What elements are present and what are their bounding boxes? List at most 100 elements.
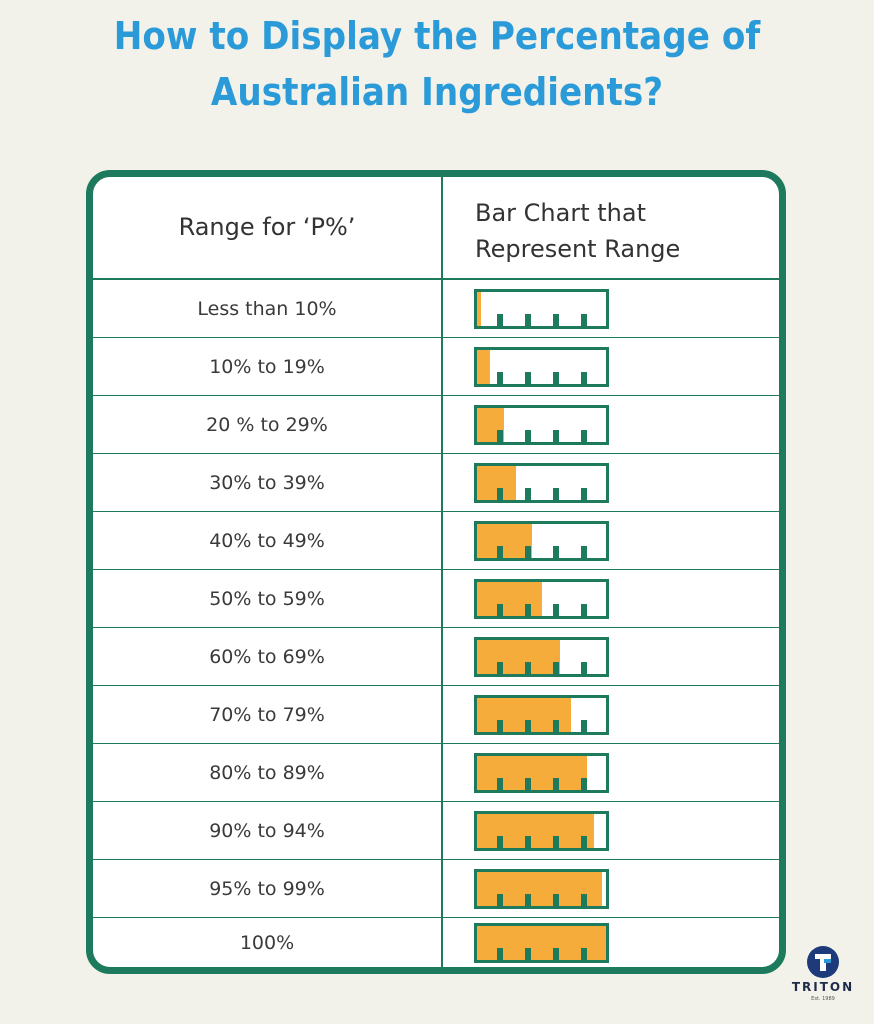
bar-tick — [581, 778, 587, 790]
percentage-bar — [474, 521, 609, 561]
bar-tick — [497, 314, 503, 326]
percentage-bar — [474, 923, 609, 963]
range-table: Range for ‘P%’ Bar Chart that Represent … — [86, 170, 786, 974]
bar-tick — [581, 894, 587, 906]
bar-tick — [525, 662, 531, 674]
percentage-bar — [474, 463, 609, 503]
bar-tick — [525, 546, 531, 558]
percentage-bar — [474, 811, 609, 851]
range-label: 40% to 49% — [209, 529, 325, 552]
table-row: 95% to 99% — [93, 860, 779, 918]
bar-tick — [553, 836, 559, 848]
bar-fill — [477, 524, 532, 558]
bar-tick — [497, 894, 503, 906]
bar-tick — [497, 720, 503, 732]
bar-fill — [477, 814, 594, 848]
range-label: 50% to 59% — [209, 587, 325, 610]
bar-tick — [525, 488, 531, 500]
bar-tick — [553, 720, 559, 732]
range-label: 30% to 39% — [209, 471, 325, 494]
range-label: Less than 10% — [197, 297, 337, 320]
title-line-2: Australian Ingredients? — [210, 70, 664, 114]
bar-tick — [525, 948, 531, 960]
column-divider — [441, 177, 443, 967]
bar-tick — [497, 948, 503, 960]
bar-tick — [525, 604, 531, 616]
title-line-1: How to Display the Percentage of — [113, 14, 761, 58]
table-row: 10% to 19% — [93, 338, 779, 396]
table-row: 50% to 59% — [93, 570, 779, 628]
bar-tick — [497, 546, 503, 558]
percentage-bar — [474, 753, 609, 793]
bar-fill — [477, 466, 516, 500]
bar-tick — [497, 430, 503, 442]
percentage-bar — [474, 289, 609, 329]
header-bar-chart: Bar Chart that Represent Range — [475, 195, 680, 267]
header-range: Range for ‘P%’ — [178, 213, 356, 241]
bar-tick — [553, 546, 559, 558]
bar-tick — [581, 372, 587, 384]
table-row: 90% to 94% — [93, 802, 779, 860]
range-label: 70% to 79% — [209, 703, 325, 726]
table-row: 70% to 79% — [93, 686, 779, 744]
bar-tick — [581, 836, 587, 848]
header-bar-line-1: Bar Chart that — [475, 199, 646, 227]
percentage-bar — [474, 695, 609, 735]
bar-tick — [553, 894, 559, 906]
bar-tick — [525, 894, 531, 906]
bar-tick — [497, 488, 503, 500]
bar-tick — [581, 604, 587, 616]
bar-tick — [497, 778, 503, 790]
table-row: 20 % to 29% — [93, 396, 779, 454]
bar-tick — [581, 314, 587, 326]
table-row: 80% to 89% — [93, 744, 779, 802]
percentage-bar — [474, 579, 609, 619]
range-label: 95% to 99% — [209, 877, 325, 900]
range-label: 90% to 94% — [209, 819, 325, 842]
bar-tick — [497, 604, 503, 616]
percentage-bar — [474, 405, 609, 445]
bar-tick — [581, 720, 587, 732]
bar-tick — [553, 488, 559, 500]
percentage-bar — [474, 347, 609, 387]
table-row: Less than 10% — [93, 280, 779, 338]
percentage-bar — [474, 869, 609, 909]
bar-tick — [581, 546, 587, 558]
logo-subtitle: Est. 1989 — [811, 996, 835, 1002]
bar-tick — [553, 948, 559, 960]
triton-logo-icon — [807, 946, 839, 978]
bar-fill — [477, 292, 481, 326]
bar-tick — [497, 372, 503, 384]
bar-tick — [525, 314, 531, 326]
logo-name: TRITON — [791, 980, 855, 994]
bar-tick — [581, 430, 587, 442]
bar-fill — [477, 640, 560, 674]
triton-logo: TRITON Est. 1989 — [790, 946, 856, 1002]
range-label: 10% to 19% — [209, 355, 325, 378]
bar-tick — [581, 662, 587, 674]
table-row: 30% to 39% — [93, 454, 779, 512]
bar-tick — [525, 372, 531, 384]
range-label: 20 % to 29% — [206, 413, 328, 436]
table-header: Range for ‘P%’ Bar Chart that Represent … — [93, 177, 779, 280]
table-row: 40% to 49% — [93, 512, 779, 570]
bar-tick — [553, 778, 559, 790]
bar-tick — [581, 488, 587, 500]
bar-tick — [553, 604, 559, 616]
bar-tick — [497, 662, 503, 674]
bar-fill — [477, 756, 587, 790]
bar-tick — [525, 778, 531, 790]
bar-tick — [525, 720, 531, 732]
page-title: How to Display the Percentage of Austral… — [44, 8, 831, 120]
bar-tick — [525, 430, 531, 442]
table-row: 100% — [93, 918, 779, 967]
bar-tick — [553, 662, 559, 674]
bar-tick — [553, 372, 559, 384]
bar-tick — [581, 948, 587, 960]
range-label: 100% — [239, 931, 295, 954]
header-bar-line-2: Represent Range — [475, 235, 681, 263]
bar-tick — [553, 430, 559, 442]
bar-tick — [553, 314, 559, 326]
range-label: 60% to 69% — [209, 645, 325, 668]
bar-fill — [477, 582, 542, 616]
